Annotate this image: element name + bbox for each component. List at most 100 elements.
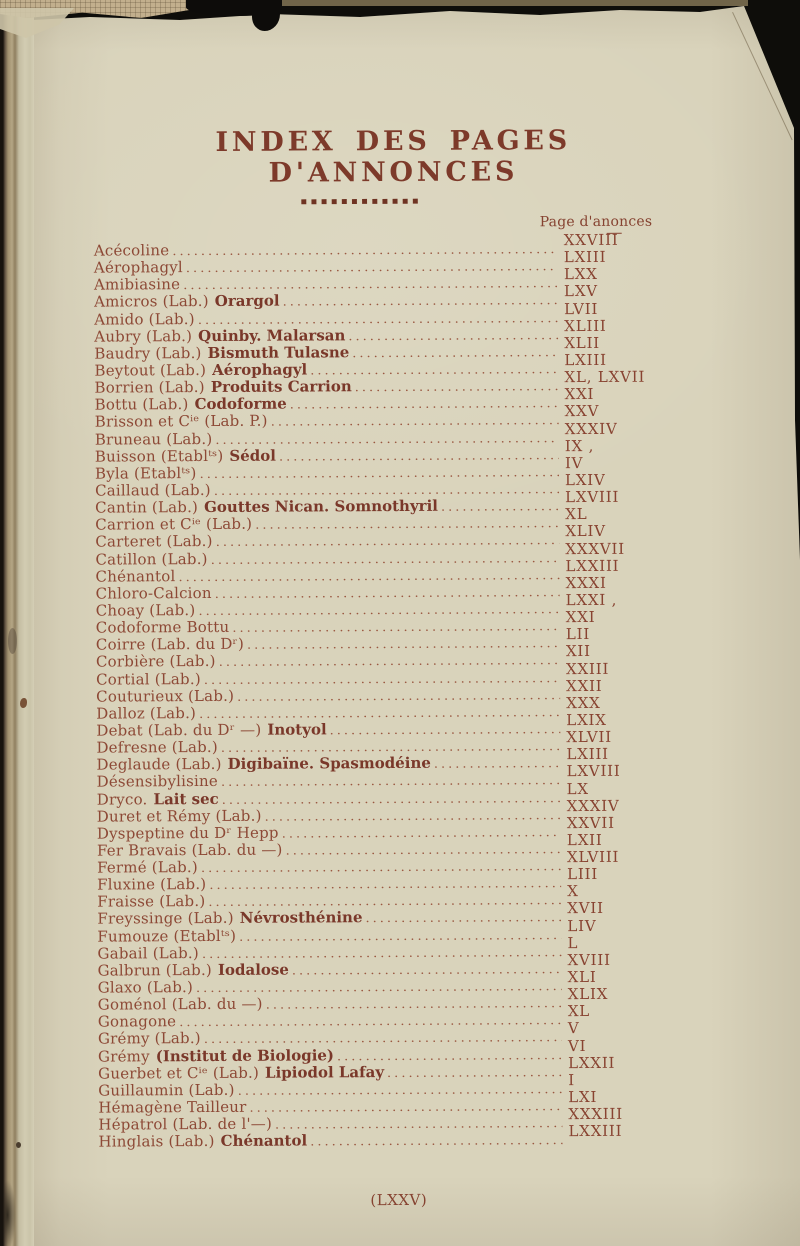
- entry-name: Gabail (Lab.): [97, 943, 199, 963]
- entry-name: Grémy (Lab.): [97, 1029, 201, 1049]
- entry-page-number: XXVII: [566, 813, 615, 832]
- entry-product: Aérophagyl: [212, 360, 308, 379]
- printed-content: INDEX DES PAGES D'ANNONCES ■■■■■■■■■■■■ …: [93, 124, 699, 1211]
- entry-page-number: LXIII: [566, 745, 609, 764]
- entry-name: Buisson (Etablᵗˢ): [94, 446, 224, 466]
- entry-name: Catillon (Lab.): [95, 549, 208, 569]
- entry-product: Inotyol: [267, 720, 327, 739]
- entry-product: Lipiodol Lafay: [264, 1062, 385, 1082]
- entry-name: Borrien (Lab.): [94, 378, 205, 397]
- entry-page-number: X: [567, 882, 579, 901]
- entry-name: Freyssinge (Lab.): [97, 909, 234, 929]
- entry-page-number: XVII: [567, 899, 604, 918]
- entry-name: Bottu (Lab.): [94, 395, 189, 414]
- entry-name: Caillaud (Lab.): [95, 480, 211, 500]
- entry-name: Fer Bravais (Lab. du —): [96, 840, 283, 860]
- entry-product: Digibaïne. Spasmodéine: [227, 754, 431, 774]
- page-title: INDEX DES PAGES D'ANNONCES: [215, 125, 572, 189]
- entry-name: Fumouze (Etablᵗˢ): [97, 926, 237, 946]
- entry-page-number: XXI: [565, 608, 596, 627]
- entry-page-number: LXXIII: [568, 1122, 623, 1141]
- entry-page-number: LXIX: [566, 710, 607, 730]
- index-row: Hinglais (Lab.) Chénantol LXXIII: [98, 1122, 698, 1151]
- entry-product: (Institut de Biologie): [155, 1045, 335, 1065]
- entry-page-number: XXXVII: [565, 539, 625, 558]
- entry-page-number: L: [567, 933, 579, 952]
- entry-name: Amicros (Lab.): [94, 292, 209, 311]
- entry-name: Guerbet et Cⁱᵉ (Lab.): [98, 1063, 260, 1083]
- entry-page-number: LXI: [568, 1087, 598, 1107]
- entry-name: Cantin (Lab.): [95, 498, 199, 517]
- entry-page-number: XLIII: [564, 316, 607, 335]
- entry-page-number: XXIII: [565, 659, 610, 678]
- entry-name: Carteret (Lab.): [95, 532, 213, 551]
- underlying-page-edge: [248, 0, 748, 6]
- entry-product: Bismuth Tulasne: [207, 343, 350, 362]
- entry-name: Choay (Lab.): [95, 601, 196, 620]
- entry-page-number: XXI: [564, 385, 595, 404]
- entry-name: Coirre (Lab. du Dʳ): [95, 635, 245, 654]
- entry-name: Byla (Etablᵗˢ): [94, 463, 197, 483]
- entry-page-number: XLIV: [565, 522, 606, 541]
- entry-page-number: LII: [565, 625, 591, 644]
- entry-name: Désensibylisine: [96, 772, 218, 791]
- entry-page-number: I: [568, 1070, 575, 1089]
- entry-page-number: LXV: [563, 282, 598, 301]
- entry-page-number: XLVII: [566, 727, 612, 747]
- entry-page-number: LXXIII: [565, 556, 620, 575]
- annonce-index-list: Acécoline XXVII I Aérophagyl LXIII Amibia…: [93, 231, 699, 1151]
- entry-name: Hinglais (Lab.): [98, 1132, 215, 1151]
- entry-name: Amibiasine: [93, 275, 181, 294]
- entry-name: Baudry (Lab.): [94, 343, 202, 363]
- ink-stain: [20, 698, 27, 708]
- dot-leader: [310, 1131, 562, 1150]
- entry-page-number: LVII: [564, 299, 599, 318]
- entry-product: Orargol: [214, 292, 280, 311]
- entry-page-number: XL: [565, 505, 588, 524]
- entry-page-number: LXXI ,: [565, 590, 618, 610]
- entry-name: Gonagone: [97, 1012, 177, 1031]
- entry-page-number: XL, LXVII: [564, 367, 646, 387]
- entry-product: Quinby. Malarsan: [198, 325, 346, 345]
- entry-page-number: XXXIV: [566, 796, 620, 815]
- entry-page-number: XLI: [567, 968, 597, 987]
- entry-page-number: XXXIV: [564, 419, 618, 438]
- entry-name: Goménol (Lab. du —): [97, 994, 263, 1014]
- entry-name: Fraisse (Lab.): [97, 892, 206, 911]
- entry-page-number: XXII: [566, 676, 603, 695]
- entry-page-number: XLIX: [567, 985, 609, 1004]
- entry-product: Gouttes Nican. Somnothyril: [204, 496, 438, 517]
- title-ornament: ■■■■■■■■■■■■: [300, 196, 423, 206]
- ink-stain: [16, 1142, 21, 1148]
- entry-name: Aérophagyl: [93, 258, 183, 277]
- entry-name: Guillaumin (Lab.): [98, 1080, 235, 1100]
- entry-page-number: IX ,: [564, 436, 595, 455]
- entry-page-number: XII: [565, 642, 591, 661]
- page-footer-number: (LXXV): [370, 1191, 428, 1210]
- entry-page-number: LIII: [567, 865, 599, 884]
- entry-page-number: LX: [566, 779, 589, 798]
- entry-page-number: XLVIII: [566, 847, 620, 867]
- entry-name: Fermé (Lab.): [96, 858, 198, 877]
- entry-name: Beytout (Lab.): [94, 360, 207, 380]
- entry-product: Codoforme: [194, 394, 287, 414]
- entry-name: Grémy: [97, 1046, 150, 1066]
- entry-page-number: XXXI: [565, 573, 607, 592]
- entry-name: Aubry (Lab.): [94, 326, 193, 346]
- scan-artifact: [2, 1180, 16, 1246]
- entry-page-number: LXXII: [568, 1053, 616, 1072]
- entry-name: Brisson et Cⁱᵉ (Lab. P.): [94, 412, 268, 431]
- entry-product: Névrosthénine: [239, 908, 363, 928]
- tear-gap: [252, 0, 280, 31]
- entry-name: Galbrun (Lab.): [97, 960, 213, 980]
- entry-name: Acécoline: [93, 241, 170, 260]
- entry-page-number: LXII: [566, 830, 603, 850]
- entry-name: Couturieux (Lab.): [96, 686, 235, 706]
- entry-name: Hémagène Tailleur: [98, 1097, 247, 1117]
- entry-name: Corbière (Lab.): [95, 652, 216, 671]
- entry-product: Chénantol: [220, 1131, 308, 1151]
- entry-page-number: XXXIII: [568, 1104, 624, 1124]
- entry-product: Lait sec: [153, 789, 219, 808]
- entry-name: Dryco.: [96, 789, 148, 809]
- entry-page-number: XXX: [566, 693, 601, 712]
